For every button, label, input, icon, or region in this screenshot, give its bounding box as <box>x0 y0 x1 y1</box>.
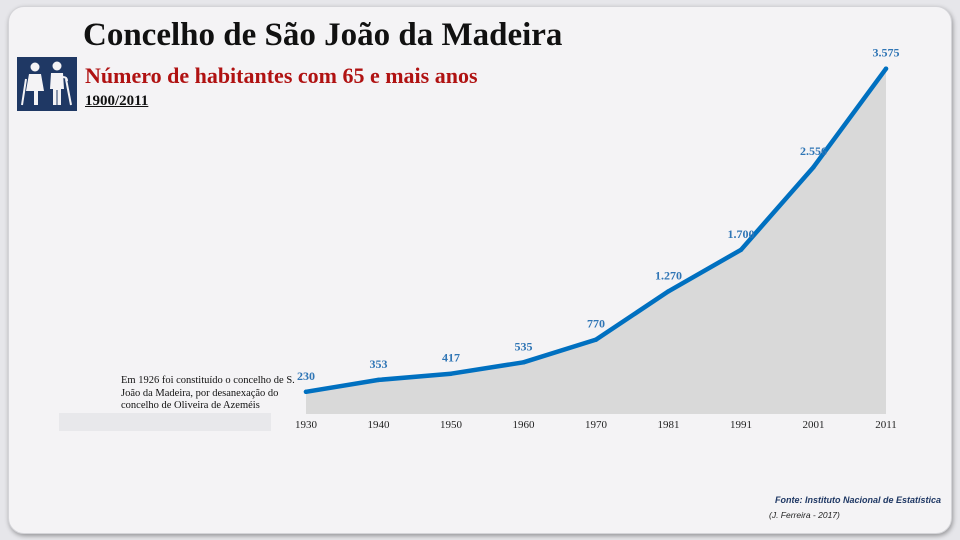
data-point <box>593 337 599 342</box>
x-tick-label: 1940 <box>368 419 391 431</box>
data-point <box>883 66 889 71</box>
data-point <box>811 164 816 170</box>
chart-subtitle: Número de habitantes com 65 e mais anos <box>85 63 478 88</box>
data-label: 230 <box>297 369 315 383</box>
elderly-couple-icon <box>17 57 77 111</box>
area-fill <box>306 68 886 414</box>
data-point <box>521 360 526 365</box>
author-credit: (J. Ferreira - 2017) <box>769 510 840 520</box>
source-credit: Fonte: Instituto Nacional de Estatística <box>774 495 941 505</box>
data-point <box>666 289 671 294</box>
x-tick-label: 2001 <box>803 419 825 431</box>
data-point <box>448 371 454 376</box>
x-tick-label: 1960 <box>513 419 536 431</box>
data-label: 417 <box>442 351 460 365</box>
data-label: 1.270 <box>655 268 682 282</box>
x-tick-label: 1991 <box>730 419 752 431</box>
x-tick-label: 2011 <box>875 419 897 431</box>
data-point <box>303 389 309 394</box>
data-label: 535 <box>515 339 533 353</box>
data-label: 1.700 <box>728 227 755 241</box>
x-tick-label: 1970 <box>585 419 608 431</box>
data-point <box>376 377 381 383</box>
note-band <box>59 413 271 431</box>
x-tick-label: 1950 <box>440 419 463 431</box>
data-label: 770 <box>587 317 605 331</box>
x-tick-label: 1981 <box>658 419 680 431</box>
data-label: 2.556 <box>800 144 827 158</box>
x-tick-label: 1930 <box>295 419 318 431</box>
period-label: 1900/2011 <box>85 93 149 109</box>
data-label: 353 <box>370 357 388 371</box>
data-point <box>738 247 744 253</box>
historical-note: Em 1926 foi constituído o concelho de S.… <box>121 375 295 411</box>
chart-title: Concelho de São João da Madeira <box>83 17 563 53</box>
data-label: 3.575 <box>873 46 900 60</box>
